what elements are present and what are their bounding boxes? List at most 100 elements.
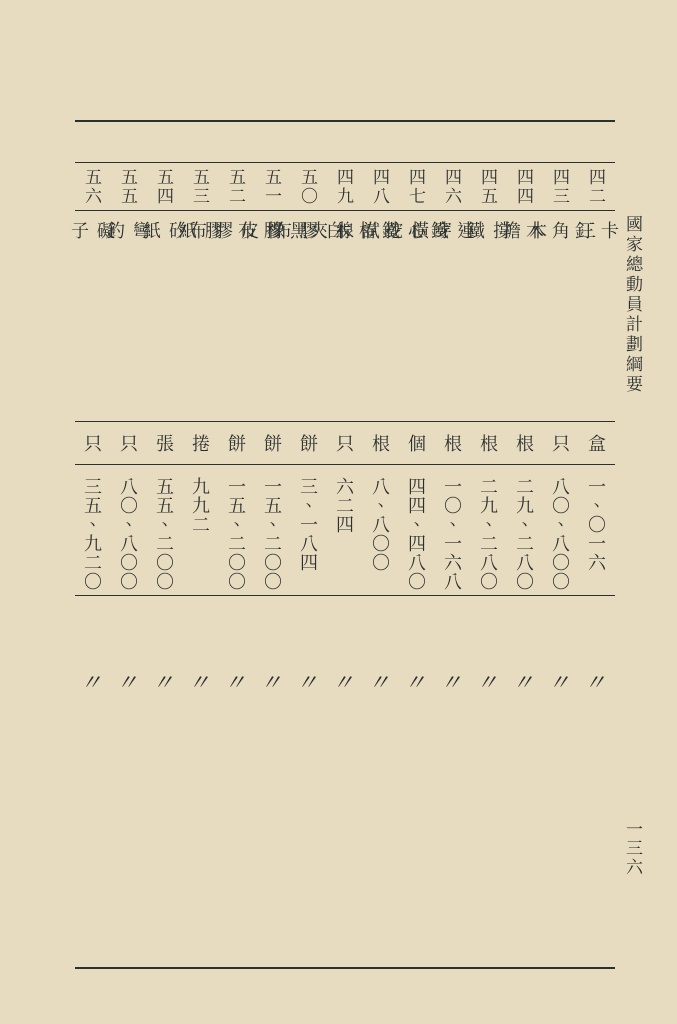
col-index: 四六 bbox=[435, 163, 471, 210]
col-unit: 盒 bbox=[579, 422, 615, 464]
col-qty: 八、八〇〇 bbox=[363, 465, 399, 595]
unit-label: 個 bbox=[408, 422, 426, 464]
quantity-value: 三、一八四 bbox=[296, 465, 322, 595]
col-index: 四三 bbox=[543, 163, 579, 210]
index-number: 五五 bbox=[121, 163, 137, 210]
col-qty: 三五、九二〇 bbox=[75, 465, 111, 595]
col-index: 五三 bbox=[183, 163, 219, 210]
index-number: 五二 bbox=[229, 163, 245, 210]
index-number: 四六 bbox=[445, 163, 461, 210]
col-qty: 一、〇一六 bbox=[579, 465, 615, 595]
col-qty: 三、一八四 bbox=[291, 465, 327, 595]
col-item: 卡釘 bbox=[579, 211, 615, 421]
col-qty: 四四、四八〇 bbox=[399, 465, 435, 595]
rule-below-qty bbox=[75, 595, 615, 596]
quantity-value: 四四、四八〇 bbox=[404, 465, 430, 595]
quantity-value: 八〇、八〇〇 bbox=[548, 465, 574, 595]
col-index: 五一 bbox=[255, 163, 291, 210]
col-index: 四八 bbox=[363, 163, 399, 210]
item-row: 卡釘三角木木擔撐鐵連鐵穿心鐵橫挖椿木試線夾白膠布黑膠布橡皮膠布膠紙矽紙彎釣礙子 bbox=[75, 211, 615, 421]
col-qty: 八〇、八〇〇 bbox=[543, 465, 579, 595]
quantity-value: 一五、二〇〇 bbox=[260, 465, 286, 595]
col-index: 四二 bbox=[579, 163, 615, 210]
quantity-value: 三五、九二〇 bbox=[80, 465, 106, 595]
page-content: 四二四三四四四五四六四七四八四九五〇五一五二五三五四五五五六 卡釘三角木木擔撐鐵… bbox=[75, 120, 615, 697]
col-index: 四九 bbox=[327, 163, 363, 210]
col-index: 五二 bbox=[219, 163, 255, 210]
col-unit: 餅 bbox=[291, 422, 327, 464]
index-number: 五六 bbox=[85, 163, 101, 210]
col-qty: 一五、二〇〇 bbox=[219, 465, 255, 595]
quantity-value: 二九、二八〇 bbox=[512, 465, 538, 595]
index-number: 四三 bbox=[553, 163, 569, 210]
col-qty: 六二四 bbox=[327, 465, 363, 595]
index-number: 四八 bbox=[373, 163, 389, 210]
quantity-value: 九九二 bbox=[188, 465, 214, 595]
unit-label: 只 bbox=[120, 422, 138, 464]
col-qty: 一〇、一六八 bbox=[435, 465, 471, 595]
col-unit: 根 bbox=[471, 422, 507, 464]
index-number: 五四 bbox=[157, 163, 173, 210]
unit-label: 根 bbox=[372, 422, 390, 464]
item-name: 卡釘 bbox=[571, 211, 623, 421]
col-unit: 張 bbox=[147, 422, 183, 464]
col-qty: 二九、二八〇 bbox=[471, 465, 507, 595]
index-number: 五三 bbox=[193, 163, 209, 210]
index-number: 五〇 bbox=[301, 163, 317, 210]
quantity-value: 六二四 bbox=[332, 465, 358, 595]
index-row: 四二四三四四四五四六四七四八四九五〇五一五二五三五四五五五六 bbox=[75, 163, 615, 210]
unit-label: 只 bbox=[552, 422, 570, 464]
side-running-title: 國家總動員計劃綱要 bbox=[622, 215, 647, 395]
unit-label: 餅 bbox=[264, 422, 282, 464]
index-number: 四四 bbox=[517, 163, 533, 210]
col-index: 四四 bbox=[507, 163, 543, 210]
quantity-value: 八〇、八〇〇 bbox=[116, 465, 142, 595]
quantity-value: 一〇、一六八 bbox=[440, 465, 466, 595]
quantity-value: 八、八〇〇 bbox=[368, 465, 394, 595]
unit-label: 根 bbox=[444, 422, 462, 464]
col-qty: 五五、二〇〇 bbox=[147, 465, 183, 595]
col-unit: 根 bbox=[435, 422, 471, 464]
col-qty: 二九、二八〇 bbox=[507, 465, 543, 595]
qty-row: 一、〇一六八〇、八〇〇二九、二八〇二九、二八〇一〇、一六八四四、四八〇八、八〇〇… bbox=[75, 465, 615, 595]
index-number: 四二 bbox=[589, 163, 605, 210]
quantity-value: 一五、二〇〇 bbox=[224, 465, 250, 595]
col-index: 五六 bbox=[75, 163, 111, 210]
unit-label: 捲 bbox=[192, 422, 210, 464]
index-number: 四五 bbox=[481, 163, 497, 210]
col-qty: 八〇、八〇〇 bbox=[111, 465, 147, 595]
col-index: 四七 bbox=[399, 163, 435, 210]
quantity-value: 一、〇一六 bbox=[584, 465, 610, 595]
col-unit: 餅 bbox=[219, 422, 255, 464]
index-number: 四七 bbox=[409, 163, 425, 210]
unit-label: 只 bbox=[84, 422, 102, 464]
bottom-rule bbox=[75, 967, 615, 969]
index-number: 四九 bbox=[337, 163, 353, 210]
unit-label: 張 bbox=[156, 422, 174, 464]
quantity-value: 二九、二八〇 bbox=[476, 465, 502, 595]
col-qty: 一五、二〇〇 bbox=[255, 465, 291, 595]
index-number: 五一 bbox=[265, 163, 281, 210]
col-unit: 只 bbox=[543, 422, 579, 464]
unit-label: 餅 bbox=[228, 422, 246, 464]
col-unit: 只 bbox=[327, 422, 363, 464]
col-unit: 餅 bbox=[255, 422, 291, 464]
unit-label: 根 bbox=[516, 422, 534, 464]
col-index: 五四 bbox=[147, 163, 183, 210]
quantity-value: 五五、二〇〇 bbox=[152, 465, 178, 595]
unit-label: 盒 bbox=[588, 422, 606, 464]
top-rule bbox=[75, 120, 615, 122]
col-qty: 九九二 bbox=[183, 465, 219, 595]
col-unit: 根 bbox=[363, 422, 399, 464]
page-number: 一三六 bbox=[622, 820, 647, 877]
unit-row: 盒只根根根個根只餅餅餅捲張只只 bbox=[75, 422, 615, 464]
col-unit: 個 bbox=[399, 422, 435, 464]
col-unit: 只 bbox=[111, 422, 147, 464]
unit-label: 根 bbox=[480, 422, 498, 464]
col-unit: 捲 bbox=[183, 422, 219, 464]
col-index: 四五 bbox=[471, 163, 507, 210]
col-unit: 只 bbox=[75, 422, 111, 464]
col-unit: 根 bbox=[507, 422, 543, 464]
unit-label: 只 bbox=[336, 422, 354, 464]
ditto-row: 〃〃〃〃〃〃〃〃〃〃〃〃〃〃〃 bbox=[75, 666, 615, 697]
